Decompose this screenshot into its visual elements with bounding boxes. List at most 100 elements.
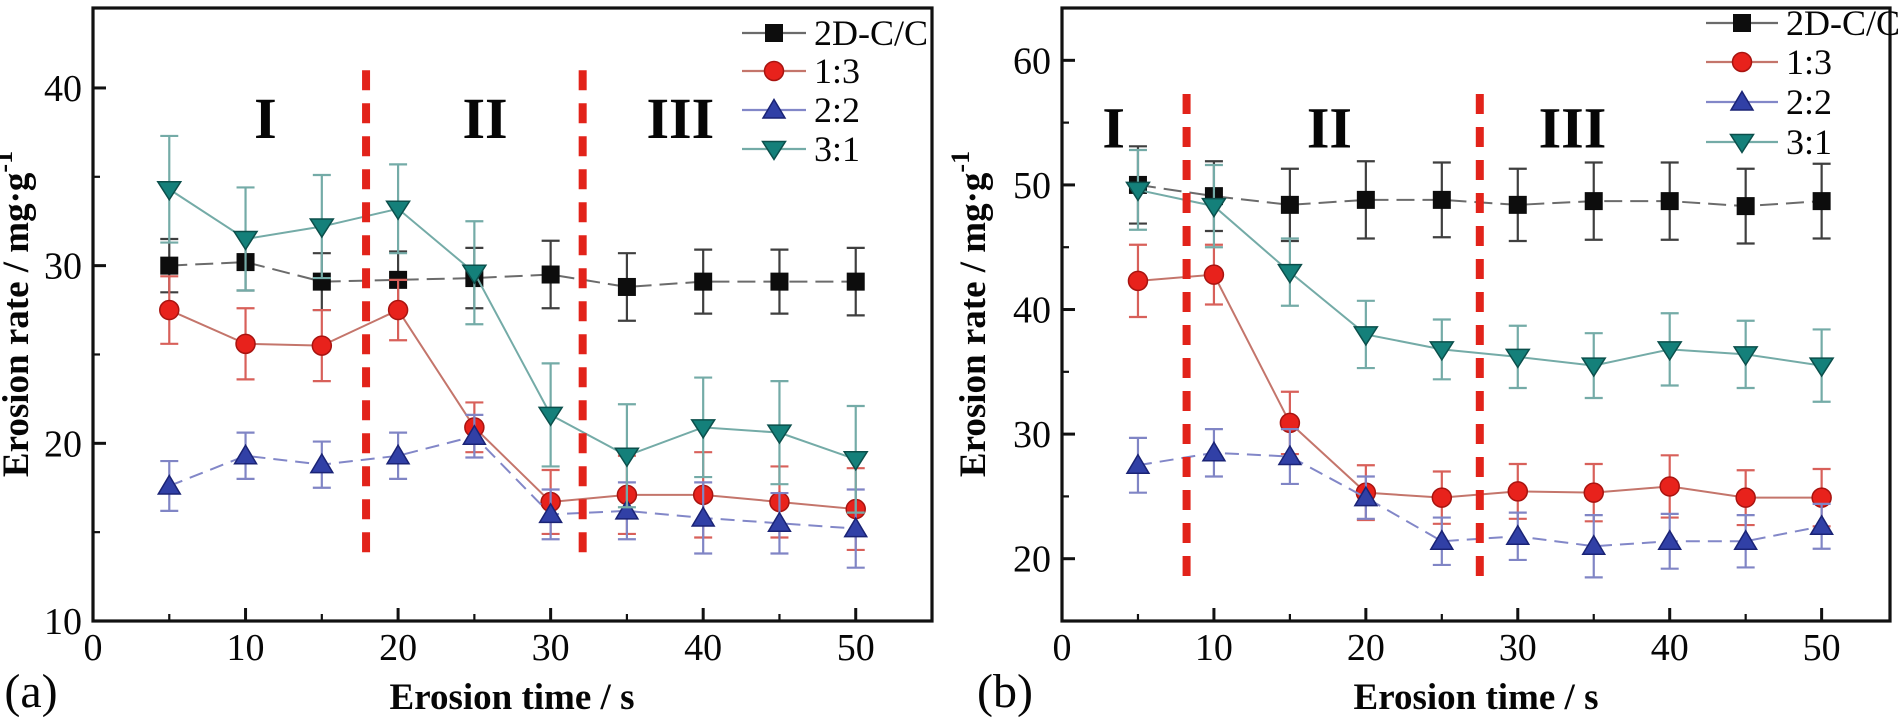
- legend-marker-square-icon: [1733, 14, 1751, 32]
- panel-a-y-axis-title: Erosion rate / mg·g-1: [0, 151, 37, 477]
- data-point-marker: [843, 516, 869, 538]
- panel-b-legend-item-3-1: 3:1: [1706, 122, 1832, 162]
- data-point-marker: [1583, 482, 1604, 503]
- panel-b-legend-item-2d-c-c: 2D-C/C: [1706, 3, 1900, 43]
- panel-label-b: (b): [977, 665, 1033, 718]
- data-point-marker: [1201, 440, 1227, 462]
- panel-b-plot-frame: [1060, 6, 1892, 623]
- panel-b-axis-ticks: 0 10 20 30 40 50 20 30 40 50 60: [1013, 40, 1841, 669]
- panel-b-y-axis-title: Erosion rate / mg·g-1: [946, 151, 994, 477]
- x-tick-label: 40: [1651, 627, 1689, 669]
- legend-label: 3:1: [814, 129, 860, 169]
- legend-marker-triangle-down-icon: [1729, 133, 1755, 154]
- y-tick-label: 30: [1013, 414, 1051, 456]
- data-point-marker: [1660, 192, 1679, 211]
- data-point-marker: [1508, 195, 1527, 214]
- data-point-marker: [1656, 341, 1683, 362]
- panel-a-plot-frame: [91, 6, 934, 623]
- data-point-marker: [537, 406, 564, 427]
- data-point-marker: [1125, 453, 1151, 475]
- panel-b-series-1-3: [1127, 243, 1832, 528]
- data-point-marker: [690, 419, 717, 440]
- panel-a-legend-item-3-1: 3:1: [742, 129, 860, 169]
- data-point-marker: [846, 272, 865, 291]
- data-point-marker: [1280, 195, 1299, 214]
- data-point-marker: [461, 264, 488, 285]
- data-point-marker: [1808, 357, 1835, 378]
- data-point-marker: [614, 447, 640, 468]
- y-tick-label: 10: [44, 601, 82, 643]
- data-point-marker: [311, 335, 333, 356]
- panel-a-region-label-i: I: [254, 86, 277, 151]
- x-tick-label: 30: [1499, 627, 1537, 669]
- data-point-marker: [1127, 270, 1149, 292]
- y-tick-label: 50: [1013, 165, 1051, 207]
- data-point-marker: [1659, 476, 1680, 497]
- legend-label: 1:3: [814, 51, 860, 91]
- data-point-marker: [1809, 514, 1834, 536]
- data-point-marker: [232, 230, 259, 251]
- data-point-marker: [694, 272, 713, 291]
- panel-a-region-label-iii: III: [646, 86, 714, 151]
- data-point-marker: [1657, 529, 1683, 551]
- data-point-marker: [1431, 487, 1453, 508]
- x-tick-label: 50: [837, 627, 875, 669]
- series-line: [168, 435, 856, 530]
- x-tick-label: 10: [227, 627, 265, 669]
- data-point-marker: [1812, 192, 1831, 211]
- series-line: [169, 261, 856, 288]
- panel-b-series-3-1: [1125, 148, 1835, 403]
- legend-label: 2:2: [814, 90, 860, 130]
- x-tick-label: 0: [84, 627, 103, 669]
- legend-marker-circle-icon: [763, 60, 785, 82]
- legend-marker-circle-icon: [1731, 51, 1753, 73]
- x-tick-label: 20: [1347, 627, 1385, 669]
- data-point-marker: [1201, 197, 1227, 218]
- data-point-marker: [1125, 181, 1151, 202]
- y-axis-title-base: Erosion rate / mg·g: [0, 172, 37, 477]
- panel-b-legend: 2D-C/C1:32:23:1: [1706, 3, 1900, 162]
- data-point-marker: [385, 443, 411, 465]
- data-point-marker: [235, 333, 256, 355]
- data-point-marker: [160, 256, 179, 275]
- panel-b-region-label-i: I: [1102, 96, 1125, 161]
- data-point-marker: [541, 265, 560, 284]
- panel-a-x-axis-title: Erosion time / s: [390, 677, 635, 718]
- panel-b-legend-item-1-3: 1:3: [1706, 42, 1832, 82]
- data-point-marker: [233, 443, 258, 465]
- data-point-marker: [1505, 524, 1531, 546]
- y-tick-label: 40: [44, 68, 82, 110]
- x-tick-label: 20: [379, 627, 417, 669]
- data-point-marker: [1581, 534, 1607, 555]
- panel-a-series-2-2: [156, 413, 869, 569]
- data-point-marker: [462, 424, 487, 445]
- panel-a-legend-item-2-2: 2:2: [742, 90, 860, 130]
- data-point-marker: [1735, 487, 1756, 508]
- y-tick-label: 20: [44, 423, 82, 465]
- data-point-marker: [1736, 197, 1755, 216]
- panel-a-legend-item-2d-c-c: 2D-C/C: [742, 13, 928, 53]
- data-point-marker: [842, 451, 869, 472]
- data-point-marker: [159, 299, 180, 321]
- panel-a-series-1-3: [159, 275, 866, 552]
- data-point-marker: [690, 505, 716, 527]
- data-point-marker: [767, 511, 792, 533]
- panel-a-legend-item-1-3: 1:3: [742, 51, 860, 91]
- data-point-marker: [1733, 529, 1758, 551]
- data-point-marker: [766, 424, 793, 445]
- x-tick-label: 40: [684, 627, 722, 669]
- panel-b-legend-item-2-2: 2:2: [1706, 82, 1832, 122]
- legend-label: 1:3: [1786, 42, 1832, 82]
- y-tick-label: 40: [1013, 290, 1051, 332]
- y-axis-title-base: Erosion rate / mg·g: [953, 172, 994, 477]
- data-point-marker: [617, 277, 636, 296]
- panel-a-series-3-1: [156, 134, 869, 514]
- y-tick-label: 60: [1013, 40, 1051, 82]
- legend-marker-triangle-down-icon: [761, 140, 787, 161]
- data-point-marker: [156, 180, 183, 202]
- data-point-marker: [1504, 348, 1531, 369]
- data-point-marker: [1277, 263, 1303, 285]
